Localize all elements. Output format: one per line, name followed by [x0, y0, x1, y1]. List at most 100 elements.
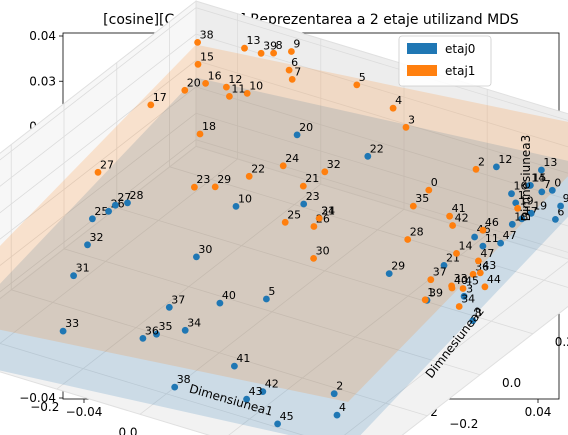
legend-label-etaj0: etaj0	[445, 42, 475, 56]
point-label: 45	[465, 275, 479, 288]
point-etaj0-35	[153, 330, 160, 338]
point-etaj0-25	[89, 215, 96, 223]
grid-line-y	[169, 21, 568, 288]
point-label: 0	[554, 176, 561, 189]
point-label: 34	[187, 316, 201, 329]
point-label: 28	[410, 226, 424, 239]
point-etaj1-23	[191, 183, 198, 191]
point-label: 35	[415, 192, 429, 205]
point-etaj1-29	[211, 183, 219, 191]
point-label: 2	[478, 155, 485, 168]
point-label: 29	[217, 173, 231, 186]
point-etaj0-10	[232, 203, 240, 210]
point-label: 44	[487, 273, 501, 286]
point-label: 35	[159, 320, 173, 333]
point-label: 16	[514, 180, 528, 193]
point-etaj0-11	[479, 242, 487, 250]
point-etaj0-2	[330, 390, 338, 398]
point-etaj0-34	[181, 326, 189, 334]
point-label: 25	[94, 205, 108, 218]
point-etaj1-45	[459, 285, 467, 292]
point-etaj1-40	[448, 284, 456, 292]
point-etaj0-27	[112, 201, 119, 209]
point-etaj1-35	[409, 202, 417, 210]
point-etaj0-13	[538, 166, 545, 174]
point-etaj1-0	[425, 186, 433, 194]
point-etaj1-37	[427, 276, 435, 284]
legend-swatch-etaj1	[407, 65, 437, 76]
point-label: 6	[557, 205, 564, 218]
point-etaj0-19	[527, 209, 535, 217]
point-etaj0-15	[527, 182, 534, 189]
point-etaj1-14	[453, 250, 460, 257]
point-label: 31	[76, 262, 90, 275]
point-label: 18	[202, 120, 216, 133]
point-etaj1-11	[226, 93, 233, 100]
point-label: 14	[531, 172, 545, 185]
point-etaj1-43	[476, 269, 484, 277]
point-etaj0-16	[508, 190, 515, 198]
point-etaj1-15	[194, 60, 202, 68]
point-label: 33	[454, 272, 468, 285]
point-etaj1-18	[196, 130, 204, 138]
point-etaj1-34	[455, 303, 463, 310]
point-etaj0-12	[493, 163, 500, 171]
point-label: 29	[391, 260, 405, 273]
point-etaj1-38	[194, 39, 202, 46]
point-etaj0-45	[274, 420, 281, 428]
grid-line-z	[0, 60, 568, 214]
point-etaj1-44	[481, 283, 489, 291]
point-label: 43	[482, 259, 496, 272]
point-label: 36	[145, 324, 159, 337]
legend-label-etaj1: etaj1	[445, 64, 475, 78]
point-label: 37	[433, 266, 447, 279]
point-etaj1-36	[469, 270, 477, 278]
point-label: 25	[287, 208, 301, 221]
point-label: 40	[454, 274, 468, 287]
point-etaj0-38	[171, 383, 179, 391]
point-etaj1-16	[202, 80, 210, 87]
point-etaj0-1	[512, 199, 520, 207]
point-label: 43	[249, 385, 263, 398]
point-etaj1-30	[310, 255, 317, 262]
point-label: 19	[533, 199, 547, 212]
point-label: 19	[520, 194, 534, 207]
point-label: 15	[200, 50, 214, 63]
point-label: 7	[544, 178, 551, 191]
point-label: 21	[305, 172, 319, 185]
point-etaj0-7	[538, 188, 546, 196]
point-etaj0-5	[263, 295, 270, 303]
point-label: 39	[263, 39, 277, 52]
outer-y-tick-label: −0.04	[19, 391, 56, 405]
point-etaj0-26	[105, 207, 112, 215]
point-label: 12	[228, 73, 242, 86]
point-etaj1-2	[472, 165, 480, 173]
point-etaj0-47	[497, 239, 504, 247]
point-label: 39	[429, 286, 443, 299]
point-etaj1-3	[402, 123, 410, 131]
point-label: 40	[222, 289, 236, 302]
point-label: 12	[498, 153, 512, 166]
grid-line-x	[139, 64, 405, 415]
point-label: 20	[299, 121, 313, 134]
point-etaj1-25	[281, 218, 289, 226]
point-etaj1-32	[321, 168, 329, 176]
point-label: 2	[336, 380, 343, 393]
point-etaj1-27	[94, 168, 102, 176]
data-points: 0123456789101112131415161718192021222324…	[59, 28, 568, 435]
point-label: 24	[285, 152, 299, 165]
point-etaj0-37	[165, 303, 173, 311]
point-label: 14	[459, 239, 473, 252]
point-label: 22	[370, 142, 384, 155]
point-label: 46	[485, 216, 499, 229]
z-axis-label: Dimnesiunea3	[519, 135, 533, 221]
point-etaj0-43	[243, 395, 251, 403]
point-etaj1-7	[288, 76, 296, 83]
grid-line-x	[343, 261, 568, 435]
point-label: 47	[503, 229, 517, 242]
point-etaj1-4	[389, 104, 397, 112]
point-label: 32	[327, 158, 341, 171]
point-etaj1-41	[446, 212, 453, 220]
grid-line-y	[10, 144, 428, 417]
